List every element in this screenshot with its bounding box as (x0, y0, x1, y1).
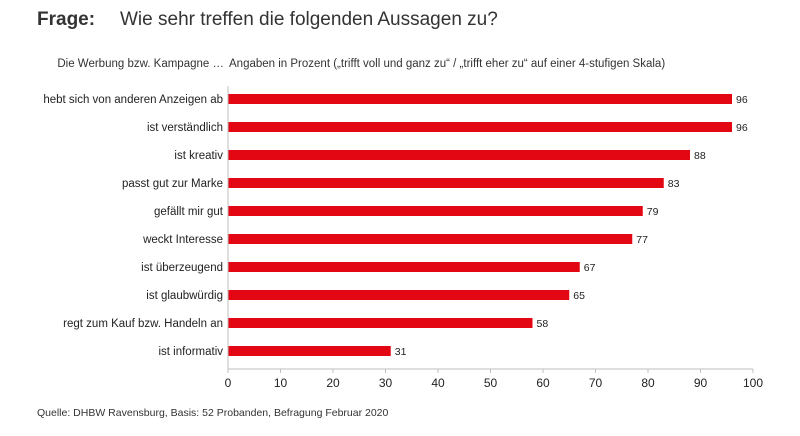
value-label: 67 (584, 262, 596, 274)
category-label: ist kreativ (174, 150, 223, 162)
value-label: 31 (395, 346, 407, 358)
x-tick-label: 50 (484, 376, 498, 390)
category-label: ist glaubwürdig (146, 290, 223, 302)
bar (228, 122, 732, 132)
x-tick-label: 60 (536, 376, 550, 390)
bar (228, 206, 643, 216)
source-note: Quelle: DHBW Ravensburg, Basis: 52 Proba… (37, 407, 389, 419)
question-label: Frage: (37, 9, 96, 30)
unit-note-header: Angaben in Prozent („trifft voll und gan… (229, 58, 666, 70)
category-label: weckt Interesse (142, 234, 223, 246)
bar (228, 150, 690, 160)
x-tick-label: 10 (274, 376, 288, 390)
bar (228, 346, 391, 356)
value-label: 77 (636, 234, 648, 246)
bar (228, 234, 633, 244)
category-label: regt zum Kauf bzw. Handeln an (63, 318, 223, 330)
category-label: ist informativ (158, 346, 223, 358)
x-tick-label: 80 (641, 376, 655, 390)
category-label: ist verständlich (147, 122, 223, 134)
question-text: Wie sehr treffen die folgenden Aussagen … (120, 9, 498, 30)
bar (228, 94, 732, 104)
value-label: 58 (537, 318, 549, 330)
x-tick-label: 20 (326, 376, 340, 390)
x-tick-label: 0 (225, 376, 232, 390)
value-label: 79 (647, 206, 659, 218)
bar (228, 262, 580, 272)
x-tick-label: 100 (743, 376, 763, 390)
value-label: 83 (668, 178, 680, 190)
x-tick-label: 30 (379, 376, 393, 390)
x-tick-label: 40 (431, 376, 445, 390)
bar (228, 318, 533, 328)
category-label: hebt sich von anderen Anzeigen ab (43, 94, 223, 106)
category-label: ist überzeugend (141, 262, 223, 274)
value-label: 96 (736, 94, 748, 106)
x-tick-label: 70 (589, 376, 603, 390)
category-label: passt gut zur Marke (122, 178, 223, 190)
x-tick-label: 90 (694, 376, 708, 390)
bar (228, 178, 664, 188)
value-label: 96 (736, 122, 748, 134)
value-label: 88 (694, 150, 706, 162)
value-label: 65 (573, 290, 585, 302)
statement-stem-header: Die Werbung bzw. Kampagne … (57, 58, 224, 70)
category-label: gefällt mir gut (154, 206, 224, 218)
bar (228, 290, 570, 300)
